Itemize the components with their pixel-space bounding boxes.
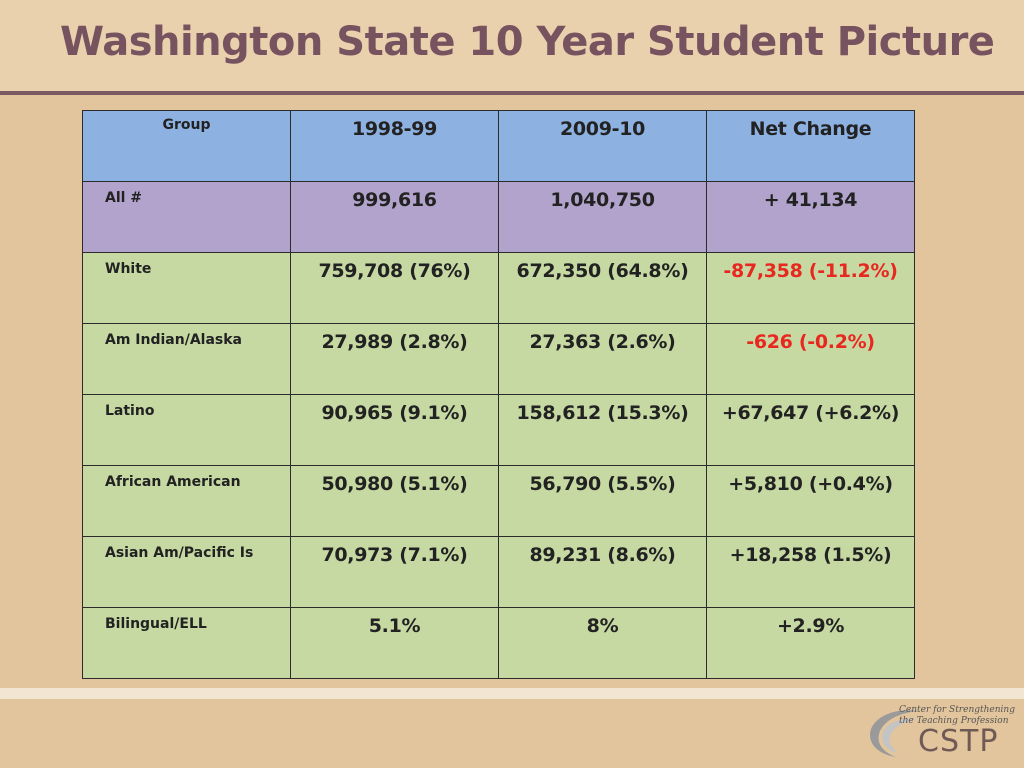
table-row: African American 50,980 (5.1%) 56,790 (5… bbox=[82, 465, 915, 537]
value-cell: 27,989 (2.8%) bbox=[290, 323, 499, 395]
value-cell: 5.1% bbox=[290, 607, 499, 679]
cstp-logo: Center for Strengthening the Teaching Pr… bbox=[866, 703, 1016, 761]
group-cell: Latino bbox=[82, 394, 291, 466]
value-net-change: +67,647 (+6.2%) bbox=[721, 402, 900, 424]
footer-band bbox=[0, 688, 1024, 699]
value-2009: 27,363 (2.6%) bbox=[529, 331, 676, 353]
value-cell: 999,616 bbox=[290, 181, 499, 253]
group-cell: African American bbox=[82, 465, 291, 537]
logo-name: CSTP bbox=[918, 724, 999, 759]
value-2009: 8% bbox=[586, 615, 619, 637]
value-2009: 56,790 (5.5%) bbox=[529, 473, 676, 495]
value-cell: +5,810 (+0.4%) bbox=[706, 465, 915, 537]
value-cell: 27,363 (2.6%) bbox=[498, 323, 707, 395]
group-label: Latino bbox=[105, 403, 155, 419]
value-net-change: + 41,134 bbox=[763, 189, 858, 211]
value-1998: 50,980 (5.1%) bbox=[321, 473, 468, 495]
table-row: White 759,708 (76%) 672,350 (64.8%) -87,… bbox=[82, 252, 915, 324]
logo-tagline-1: Center for Strengthening bbox=[899, 705, 1015, 715]
value-cell: +2.9% bbox=[706, 607, 915, 679]
value-cell: +67,647 (+6.2%) bbox=[706, 394, 915, 466]
value-net-change: +18,258 (1.5%) bbox=[729, 544, 892, 566]
value-1998: 999,616 bbox=[352, 189, 437, 211]
value-cell: + 41,134 bbox=[706, 181, 915, 253]
column-header-1998: 1998-99 bbox=[351, 118, 438, 140]
title-header: Washington State 10 Year Student Picture bbox=[0, 0, 1024, 92]
group-label: Asian Am/Pacific Is bbox=[105, 545, 254, 561]
table-row: Asian Am/Pacific Is 70,973 (7.1%) 89,231… bbox=[82, 536, 915, 608]
group-cell: Bilingual/ELL bbox=[82, 607, 291, 679]
table-header-row: Group 1998-99 2009-10 Net Change bbox=[82, 110, 915, 182]
table-row: Am Indian/Alaska 27,989 (2.8%) 27,363 (2… bbox=[82, 323, 915, 395]
value-cell: 70,973 (7.1%) bbox=[290, 536, 499, 608]
table-row: Latino 90,965 (9.1%) 158,612 (15.3%) +67… bbox=[82, 394, 915, 466]
header-cell-group: Group bbox=[82, 110, 291, 182]
value-1998: 759,708 (76%) bbox=[318, 260, 471, 282]
group-cell: All # bbox=[82, 181, 291, 253]
group-label: Am Indian/Alaska bbox=[105, 332, 242, 348]
value-1998: 5.1% bbox=[368, 615, 421, 637]
column-header-group: Group bbox=[162, 117, 211, 133]
value-cell: 56,790 (5.5%) bbox=[498, 465, 707, 537]
table-row: All # 999,616 1,040,750 + 41,134 bbox=[82, 181, 915, 253]
value-2009: 89,231 (8.6%) bbox=[529, 544, 676, 566]
value-1998: 27,989 (2.8%) bbox=[321, 331, 468, 353]
value-net-change: -626 (-0.2%) bbox=[746, 331, 875, 353]
value-cell: 89,231 (8.6%) bbox=[498, 536, 707, 608]
value-cell: +18,258 (1.5%) bbox=[706, 536, 915, 608]
header-cell-2009: 2009-10 bbox=[498, 110, 707, 182]
swoosh-icon bbox=[870, 710, 918, 757]
student-table: Group 1998-99 2009-10 Net Change All # 9… bbox=[82, 110, 915, 679]
value-1998: 70,973 (7.1%) bbox=[321, 544, 468, 566]
value-cell: 50,980 (5.1%) bbox=[290, 465, 499, 537]
value-net-change: -87,358 (-11.2%) bbox=[723, 260, 898, 282]
group-label: White bbox=[105, 261, 152, 277]
column-header-2009: 2009-10 bbox=[559, 118, 646, 140]
value-net-change: +2.9% bbox=[776, 615, 845, 637]
column-header-net-change: Net Change bbox=[749, 118, 872, 140]
slide-title: Washington State 10 Year Student Picture bbox=[60, 19, 995, 65]
table-row: Bilingual/ELL 5.1% 8% +2.9% bbox=[82, 607, 915, 679]
value-net-change: +5,810 (+0.4%) bbox=[728, 473, 893, 495]
value-cell: 90,965 (9.1%) bbox=[290, 394, 499, 466]
group-cell: Am Indian/Alaska bbox=[82, 323, 291, 395]
value-cell: 1,040,750 bbox=[498, 181, 707, 253]
value-2009: 158,612 (15.3%) bbox=[516, 402, 689, 424]
value-cell: 672,350 (64.8%) bbox=[498, 252, 707, 324]
value-2009: 1,040,750 bbox=[550, 189, 655, 211]
title-divider bbox=[0, 91, 1024, 95]
group-label: Bilingual/ELL bbox=[105, 616, 207, 632]
group-label: African American bbox=[105, 474, 241, 490]
value-cell: 8% bbox=[498, 607, 707, 679]
header-cell-1998: 1998-99 bbox=[290, 110, 499, 182]
header-cell-net-change: Net Change bbox=[706, 110, 915, 182]
value-cell: -626 (-0.2%) bbox=[706, 323, 915, 395]
value-1998: 90,965 (9.1%) bbox=[321, 402, 468, 424]
group-cell: Asian Am/Pacific Is bbox=[82, 536, 291, 608]
value-cell: 759,708 (76%) bbox=[290, 252, 499, 324]
group-cell: White bbox=[82, 252, 291, 324]
logo-tagline-2: the Teaching Profession bbox=[899, 716, 1009, 726]
value-cell: -87,358 (-11.2%) bbox=[706, 252, 915, 324]
value-cell: 158,612 (15.3%) bbox=[498, 394, 707, 466]
value-2009: 672,350 (64.8%) bbox=[516, 260, 689, 282]
group-label: All # bbox=[105, 190, 143, 206]
